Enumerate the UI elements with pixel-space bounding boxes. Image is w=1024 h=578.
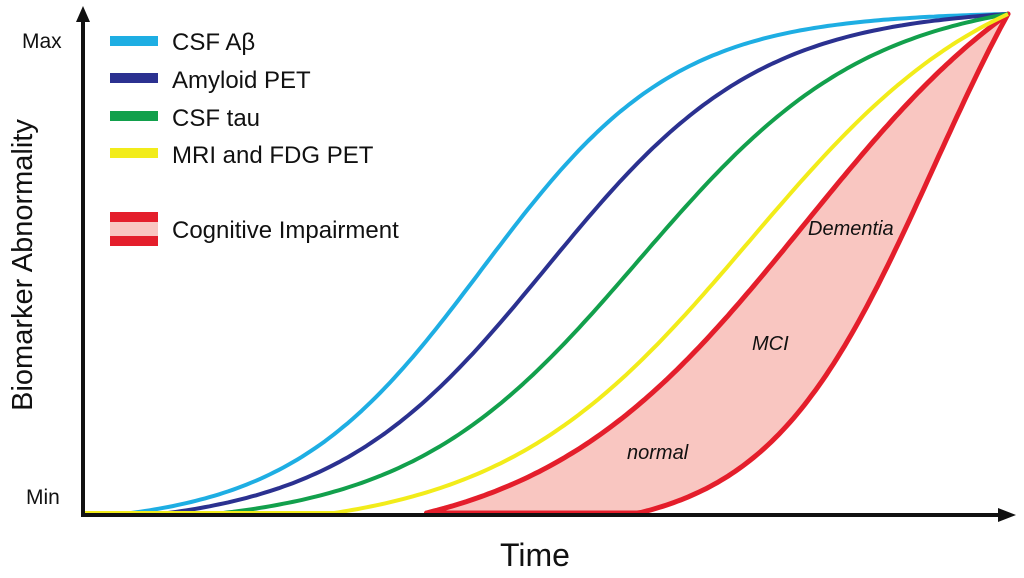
legend-swatch-mri-fdg-pet xyxy=(110,148,158,158)
band-upper-edge xyxy=(424,11,1011,516)
cognitive-impairment-band xyxy=(424,11,1011,516)
axes xyxy=(76,6,1016,522)
annotation-normal: normal xyxy=(627,442,689,464)
y-tick-max: Max xyxy=(22,30,62,53)
series-line-1 xyxy=(85,12,1009,515)
legend-label-csf-tau: CSF tau xyxy=(172,105,260,132)
legend-swatch-csf-tau xyxy=(110,111,158,121)
legend-swatch-band-bottom-edge xyxy=(110,236,158,246)
legend-swatch-band-top-edge xyxy=(110,212,158,222)
legend-swatch-cognitive-impairment xyxy=(110,212,158,246)
legend-label-cognitive-impairment: Cognitive Impairment xyxy=(172,217,399,244)
x-axis-arrow xyxy=(998,508,1016,522)
legend-label-csf-abeta: CSF Aβ xyxy=(172,29,255,56)
x-axis-title: Time xyxy=(500,537,570,573)
annotation-dementia: Dementia xyxy=(808,218,894,240)
legend-swatch-csf-abeta xyxy=(110,36,158,46)
y-tick-min: Min xyxy=(26,486,60,509)
legend-label-amyloid-pet: Amyloid PET xyxy=(172,67,311,94)
legend-swatch-amyloid-pet xyxy=(110,73,158,83)
series-line-0 xyxy=(85,12,1009,515)
legend-label-mri-fdg-pet: MRI and FDG PET xyxy=(172,142,374,169)
annotation-mci: MCI xyxy=(752,333,789,355)
y-axis-title: Biomarker Abnormality xyxy=(7,119,39,411)
legend: CSF Aβ Amyloid PET CSF tau MRI and FDG P… xyxy=(110,29,399,246)
y-axis-arrow xyxy=(76,6,90,22)
